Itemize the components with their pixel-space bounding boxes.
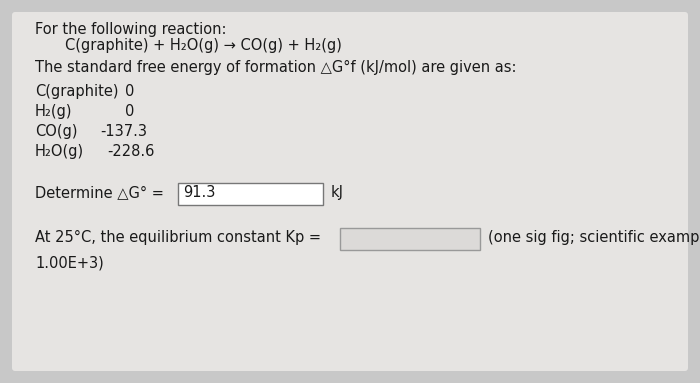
Text: 0: 0 [125,84,134,99]
Text: 0: 0 [125,104,134,119]
Text: 91.3: 91.3 [183,185,216,200]
Text: 1.00E+3): 1.00E+3) [35,255,104,270]
Text: At 25°C, the equilibrium constant Kp =: At 25°C, the equilibrium constant Kp = [35,230,321,245]
Text: Determine △G° =: Determine △G° = [35,185,164,200]
FancyBboxPatch shape [12,12,688,371]
Text: H₂O(g): H₂O(g) [35,144,84,159]
Text: H₂(g): H₂(g) [35,104,73,119]
Text: -137.3: -137.3 [100,124,147,139]
Text: CO(g): CO(g) [35,124,78,139]
Text: C(graphite): C(graphite) [35,84,118,99]
Text: For the following reaction:: For the following reaction: [35,22,227,37]
Text: kJ: kJ [331,185,344,200]
FancyBboxPatch shape [178,183,323,205]
Text: The standard free energy of formation △G°f (kJ/mol) are given as:: The standard free energy of formation △G… [35,60,517,75]
Text: (one sig fig; scientific example:: (one sig fig; scientific example: [488,230,700,245]
Text: C(graphite) + H₂O(g) → CO(g) + H₂(g): C(graphite) + H₂O(g) → CO(g) + H₂(g) [65,38,342,53]
Text: -228.6: -228.6 [107,144,155,159]
FancyBboxPatch shape [340,228,480,250]
